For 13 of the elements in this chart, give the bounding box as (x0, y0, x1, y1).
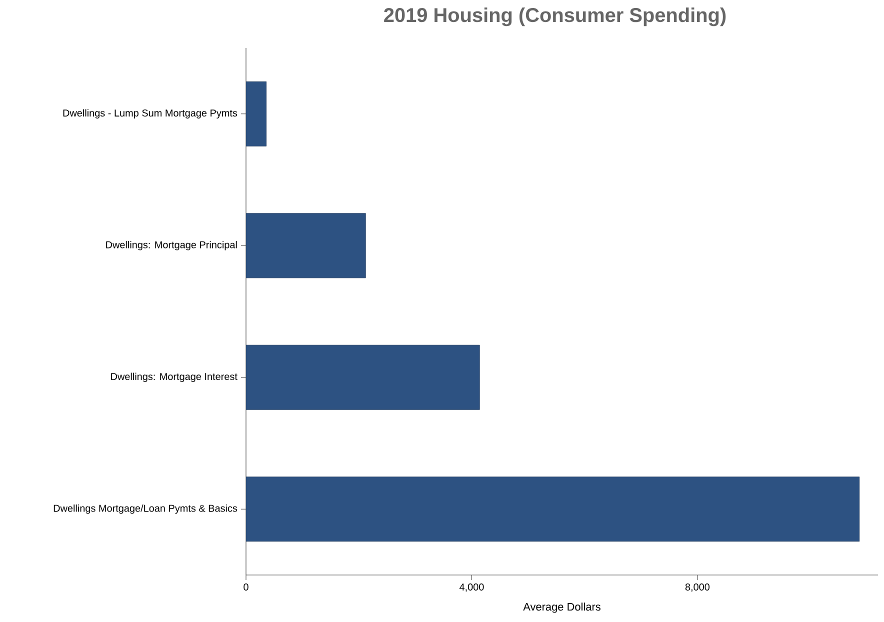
chart-title: 2019 Housing (Consumer Spending) (384, 8, 726, 26)
y-tick-label: Dwellings: Mortgage Principal (106, 240, 237, 250)
bar (246, 213, 366, 278)
y-tick-label: Dwellings - Lump Sum Mortgage Pymts (63, 109, 238, 119)
bar (246, 344, 480, 410)
y-tick-label: Dwellings Mortgage/Loan Pymts & Basics (54, 504, 238, 514)
x-tick-label: 8,000 (685, 584, 710, 592)
x-axis-title: Average Dollars (523, 602, 600, 613)
bar (246, 81, 267, 146)
bar (246, 476, 860, 542)
y-tick-label: Dwellings: Mortgage Interest (111, 372, 238, 382)
x-tick-label: 0 (244, 584, 248, 591)
x-tick-label: 4,000 (459, 584, 484, 592)
